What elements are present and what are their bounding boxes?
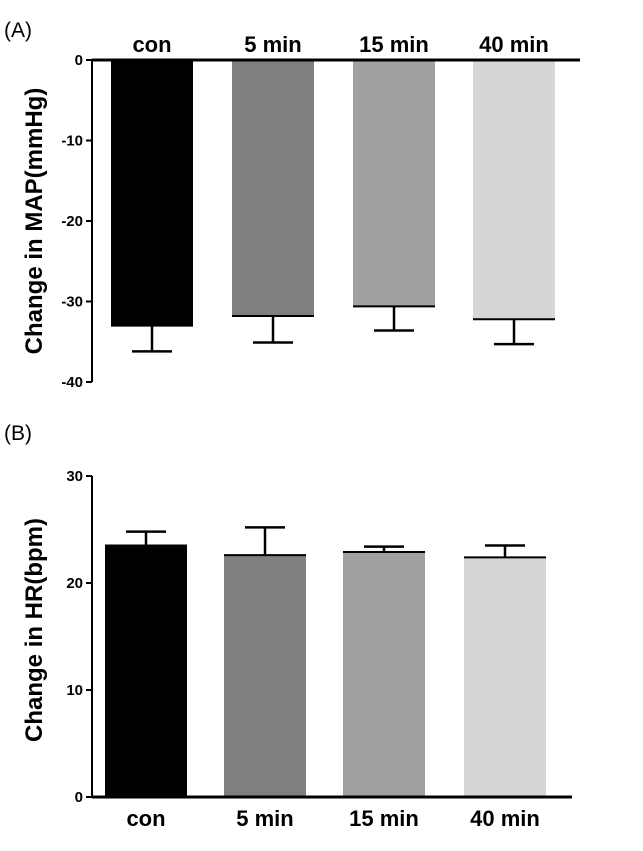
bar-con bbox=[111, 60, 193, 326]
bar-15-min bbox=[353, 60, 435, 307]
category-label: 40 min bbox=[479, 32, 549, 57]
panel-a-map-chart: (A) 0 -10 -20 -30 -40 Change in MAP(mmHg) con 5 … bbox=[4, 19, 580, 391]
y-tick-label: -40 bbox=[61, 374, 83, 391]
category-label: 15 min bbox=[349, 806, 419, 831]
y-tick-label: -30 bbox=[61, 294, 83, 311]
bar-con bbox=[105, 545, 187, 797]
category-label: con bbox=[126, 806, 165, 831]
bar-40-min bbox=[464, 557, 546, 797]
category-label: 5 min bbox=[236, 806, 293, 831]
y-tick-label: 10 bbox=[66, 682, 83, 699]
category-label: 15 min bbox=[359, 32, 429, 57]
panel-label: (B) bbox=[4, 422, 32, 445]
bar-5-min bbox=[232, 60, 314, 316]
category-label: con bbox=[132, 32, 171, 57]
y-axis-title: Change in MAP(mmHg) bbox=[21, 88, 48, 355]
y-axis-title: Change in HR(bpm) bbox=[21, 518, 48, 742]
y-tick-label: -10 bbox=[61, 133, 83, 150]
category-label: 40 min bbox=[470, 806, 540, 831]
y-tick-label: 0 bbox=[75, 52, 83, 69]
y-tick-label: -20 bbox=[61, 213, 83, 230]
bar-5-min bbox=[224, 555, 306, 797]
panel-b-hr-chart: (B) 0 10 20 30 Change in HR(bpm) con 5 min 15 mi… bbox=[4, 422, 572, 831]
y-tick-label: 20 bbox=[66, 575, 83, 592]
bar-40-min bbox=[473, 60, 555, 320]
panel-label: (A) bbox=[4, 19, 32, 42]
category-label: 5 min bbox=[244, 32, 301, 57]
y-tick-label: 30 bbox=[66, 468, 83, 485]
y-tick-label: 0 bbox=[75, 789, 83, 806]
bar-15-min bbox=[343, 551, 425, 797]
